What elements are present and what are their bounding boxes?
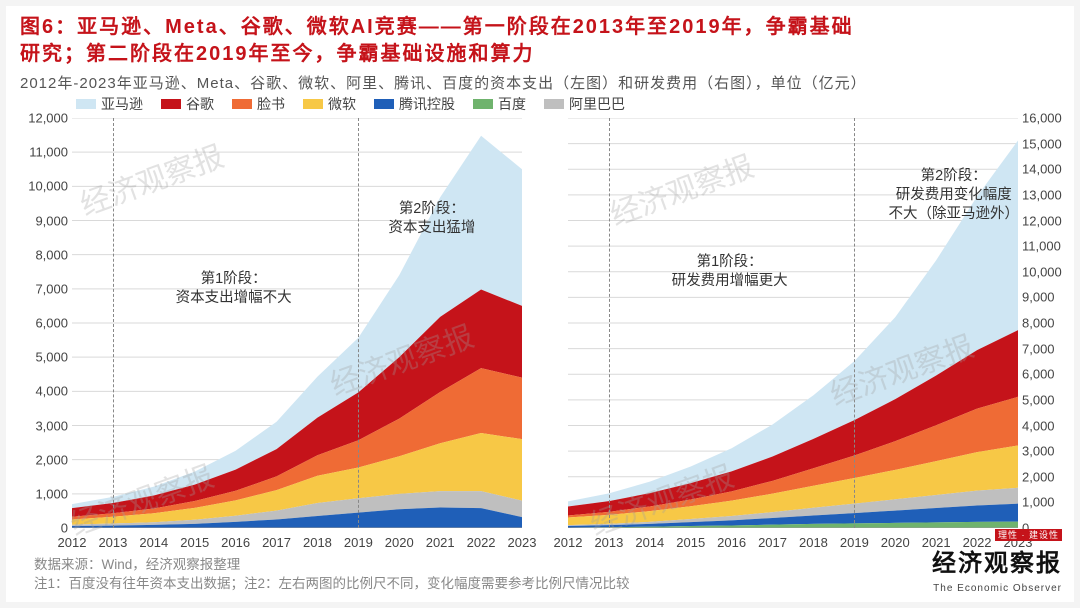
capex-chart: 01,0002,0003,0004,0005,0006,0007,0008,00… bbox=[72, 118, 522, 528]
y-tick-label: 11,000 bbox=[12, 145, 68, 160]
rd-chart: 01,0002,0003,0004,0005,0006,0007,0008,00… bbox=[568, 118, 1018, 528]
y-tick-label: 10,000 bbox=[12, 179, 68, 194]
y-tick-label: 14,000 bbox=[1022, 162, 1078, 177]
y-tick-label: 0 bbox=[12, 521, 68, 536]
title-line-2: 研究；第二阶段在2019年至今，争霸基础设施和算力 bbox=[20, 43, 535, 65]
x-tick-label: 2016 bbox=[221, 535, 250, 550]
plots-area: 0 1,000 2,000 3,000 4,000 5,000 6,000 7,000 8,00… bbox=[6, 94, 1074, 554]
y-tick-label: 13,000 bbox=[1022, 187, 1078, 202]
x-tick-label: 2014 bbox=[139, 535, 168, 550]
y-tick-label: 3,000 bbox=[12, 418, 68, 433]
x-tick-label: 2012 bbox=[58, 535, 87, 550]
y-tick-label: 16,000 bbox=[1022, 111, 1078, 126]
y-tick-label: 1,000 bbox=[12, 486, 68, 501]
x-tick-label: 2013 bbox=[594, 535, 623, 550]
y-tick-label: 2,000 bbox=[12, 452, 68, 467]
x-tick-label: 2020 bbox=[385, 535, 414, 550]
x-tick-label: 2017 bbox=[262, 535, 291, 550]
y-tick-label: 3,000 bbox=[1022, 444, 1078, 459]
y-tick-label: 5,000 bbox=[12, 350, 68, 365]
brand-block: 理性 · 建设性 经济观察报 The Economic Observer bbox=[932, 525, 1062, 596]
y-tick-label: 8,000 bbox=[1022, 316, 1078, 331]
y-tick-label: 7,000 bbox=[12, 281, 68, 296]
y-tick-label: 9,000 bbox=[1022, 290, 1078, 305]
y-tick-label: 12,000 bbox=[1022, 213, 1078, 228]
y-tick-label: 1,000 bbox=[1022, 495, 1078, 510]
annotation-phase1: 第1阶段：资本支出增幅不大 bbox=[176, 270, 292, 308]
x-tick-label: 2023 bbox=[508, 535, 537, 550]
x-tick-label: 2022 bbox=[467, 535, 496, 550]
y-tick-label: 5,000 bbox=[1022, 392, 1078, 407]
x-tick-label: 2020 bbox=[881, 535, 910, 550]
y-tick-label: 7,000 bbox=[1022, 341, 1078, 356]
annotation-phase1: 第1阶段：研发费用增幅更大 bbox=[672, 253, 788, 291]
x-tick-label: 2015 bbox=[180, 535, 209, 550]
x-tick-label: 2013 bbox=[98, 535, 127, 550]
x-tick-label: 2016 bbox=[717, 535, 746, 550]
y-tick-label: 10,000 bbox=[1022, 264, 1078, 279]
title-line-1: 图6：亚马逊、Meta、谷歌、微软AI竞赛——第一阶段在2013年至2019年，… bbox=[20, 16, 854, 38]
x-tick-label: 2018 bbox=[303, 535, 332, 550]
y-tick-label: 6,000 bbox=[1022, 367, 1078, 382]
phase-divider bbox=[854, 118, 855, 528]
brand-en: The Economic Observer bbox=[933, 583, 1062, 594]
annotation-phase2: 第2阶段：研发费用变化幅度不大（除亚马逊外） bbox=[888, 167, 1019, 224]
y-tick-label: 8,000 bbox=[12, 247, 68, 262]
phase-divider bbox=[358, 118, 359, 528]
y-tick-label: 6,000 bbox=[12, 316, 68, 331]
x-tick-label: 2019 bbox=[344, 535, 373, 550]
phase-divider bbox=[113, 118, 114, 528]
footnote-source: 数据来源：Wind，经济观察报整理 bbox=[34, 555, 630, 575]
footnote-note: 注1：百度没有往年资本支出数据；注2：左右两图的比例尺不同，变化幅度需要参考比例… bbox=[34, 574, 630, 594]
figure-title: 图6：亚马逊、Meta、谷歌、微软AI竞赛——第一阶段在2013年至2019年，… bbox=[6, 6, 1074, 72]
x-tick-label: 2015 bbox=[676, 535, 705, 550]
y-tick-label: 9,000 bbox=[12, 213, 68, 228]
x-tick-label: 2017 bbox=[758, 535, 787, 550]
y-tick-label: 4,000 bbox=[1022, 418, 1078, 433]
figure-container: 图6：亚马逊、Meta、谷歌、微软AI竞赛——第一阶段在2013年至2019年，… bbox=[6, 6, 1074, 602]
figure-subtitle: 2012年-2023年亚马逊、Meta、谷歌、微软、阿里、腾讯、百度的资本支出（… bbox=[6, 72, 1074, 93]
y-tick-label: 12,000 bbox=[12, 111, 68, 126]
y-tick-label: 4,000 bbox=[12, 384, 68, 399]
chart-svg bbox=[72, 118, 522, 528]
footnotes: 数据来源：Wind，经济观察报整理 注1：百度没有往年资本支出数据；注2：左右两… bbox=[34, 555, 630, 594]
brand-tag: 理性 · 建设性 bbox=[995, 529, 1062, 541]
x-tick-label: 2012 bbox=[554, 535, 583, 550]
y-tick-label: 15,000 bbox=[1022, 136, 1078, 151]
x-tick-label: 2019 bbox=[840, 535, 869, 550]
y-tick-label: 2,000 bbox=[1022, 469, 1078, 484]
x-tick-label: 2014 bbox=[635, 535, 664, 550]
brand-cn: 经济观察报 bbox=[932, 550, 1062, 577]
phase-divider bbox=[609, 118, 610, 528]
x-tick-label: 2021 bbox=[426, 535, 455, 550]
annotation-phase2: 第2阶段：资本支出猛增 bbox=[388, 200, 475, 238]
x-tick-label: 2018 bbox=[799, 535, 828, 550]
y-tick-label: 11,000 bbox=[1022, 239, 1078, 254]
